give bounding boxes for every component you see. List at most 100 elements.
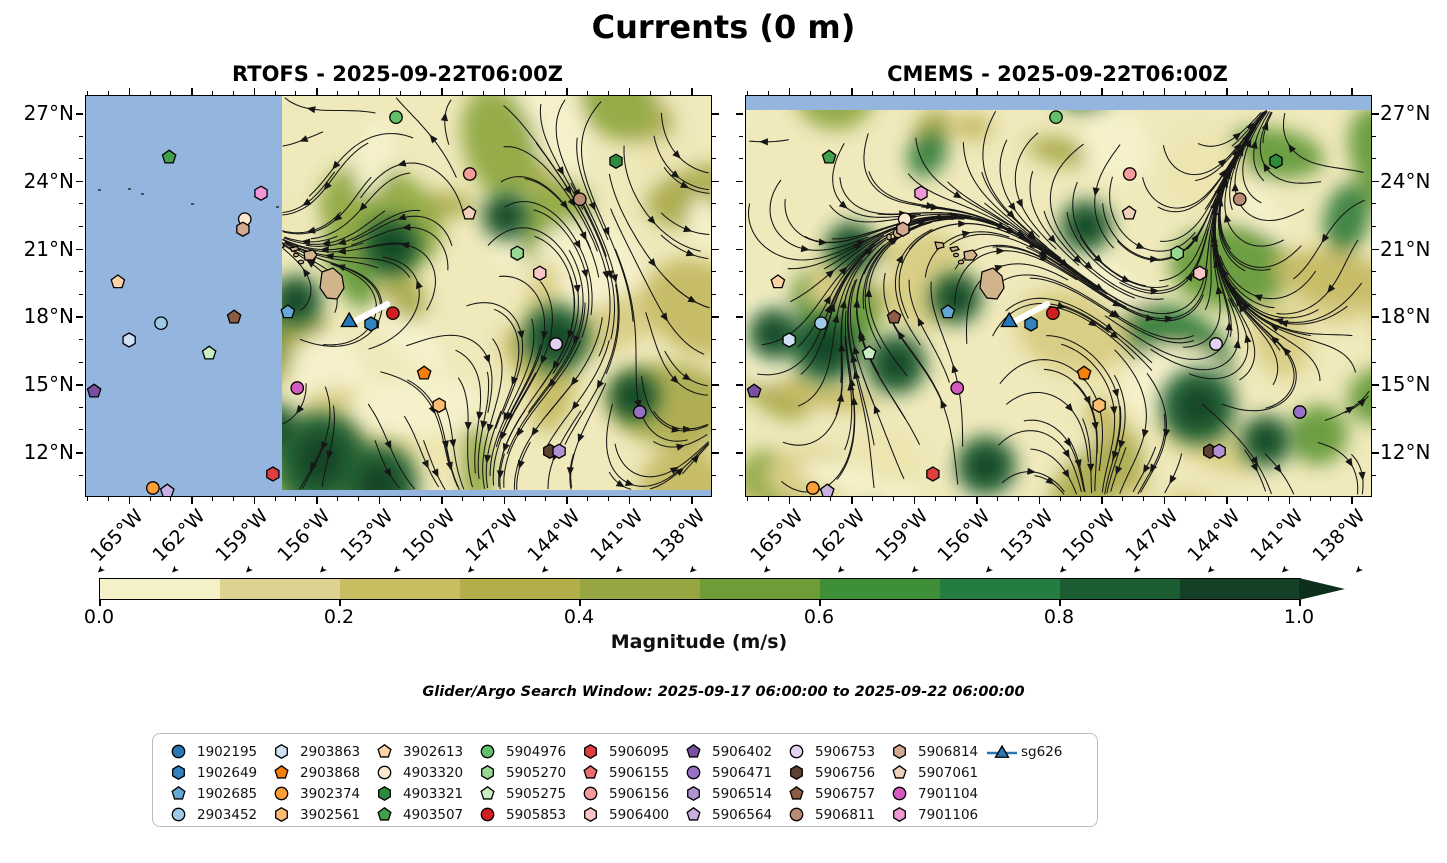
tick-mark	[79, 474, 83, 476]
tick-mark	[747, 497, 749, 501]
float-marker-5906814	[236, 221, 250, 237]
xtick-label: 147°W	[1121, 505, 1183, 567]
legend-label: 2903868	[300, 764, 361, 781]
legend-column: 5906753 5906756 5906757 5906811	[781, 741, 884, 825]
xtick-label: 138°W	[1308, 505, 1370, 567]
tick-mark	[232, 497, 234, 501]
tick-mark	[955, 497, 957, 501]
small-arrow-glyph: ➤	[759, 562, 774, 577]
legend-item-5906155: 5906155	[575, 762, 678, 783]
tick-mark	[1101, 497, 1103, 504]
small-arrow-glyph: ➤	[907, 562, 922, 577]
tick-mark	[1372, 158, 1376, 160]
legend-item-5905275: 5905275	[472, 783, 575, 804]
colorbar-tick	[339, 600, 341, 606]
tick-mark	[913, 497, 916, 504]
tick-mark	[830, 497, 832, 501]
small-arrow-glyph: ➤	[241, 562, 256, 577]
float-marker-5906471	[1292, 405, 1307, 419]
tick-mark	[712, 113, 719, 115]
tick-mark	[712, 293, 716, 295]
colorbar-tick-label: 0.8	[1043, 606, 1075, 628]
float-marker-5905270	[510, 245, 524, 261]
tick-mark	[170, 497, 172, 501]
legend-item-5906564: 5906564	[678, 804, 781, 825]
xtick-label: 141°W	[586, 505, 648, 567]
float-marker-5906753	[549, 337, 563, 351]
tick-mark	[934, 497, 936, 501]
float-marker-7901104	[950, 381, 965, 395]
tick-mark	[739, 203, 743, 205]
tick-mark	[649, 91, 651, 95]
tick-mark	[482, 91, 484, 95]
tick-mark	[337, 91, 339, 95]
legend-item-5906471: 5906471	[678, 762, 781, 783]
small-arrow-glyph: ➤	[611, 562, 626, 577]
float-marker-3902374	[806, 481, 820, 495]
legend-label: 3902374	[300, 785, 361, 802]
colorbar-tick	[99, 600, 101, 606]
tick-mark	[76, 113, 83, 115]
float-marker-1902685	[280, 304, 296, 319]
small-arrow-glyph: ➤	[981, 562, 996, 577]
legend-label: 2903863	[300, 743, 361, 760]
tick-mark	[712, 271, 716, 273]
legend-label: 3902561	[300, 806, 361, 823]
small-arrow-glyph: ➤	[167, 562, 182, 577]
legend-column: 5906095 5906155 5906156 5906400	[575, 741, 678, 825]
float-marker-5906757	[886, 309, 902, 324]
legend-item-5906156: 5906156	[575, 783, 678, 804]
ytick-label-right: 21°N	[1380, 236, 1431, 261]
legend-item-1902685: 1902685	[163, 783, 266, 804]
tick-mark	[482, 497, 484, 501]
legend-column: 3902613 4903320 4903321 4903507	[369, 741, 472, 825]
xtick-label: 156°W	[933, 505, 995, 567]
tick-mark	[1226, 88, 1228, 95]
colorbar-tick-label: 0.6	[803, 606, 835, 628]
legend-item-3902561: 3902561	[266, 804, 369, 825]
colorbar-segment	[220, 579, 340, 599]
tick-mark	[566, 497, 568, 504]
tick-mark	[107, 497, 109, 501]
legend-label: 5906400	[609, 806, 670, 823]
tick-mark	[524, 91, 526, 95]
tick-mark	[739, 226, 743, 228]
panel-title-cmems: CMEMS - 2025-09-22T06:00Z	[887, 62, 1228, 86]
ytick-label-left: 21°N	[23, 236, 74, 261]
tick-mark	[79, 226, 83, 228]
legend-label: 5906156	[609, 785, 670, 802]
tick-mark	[1372, 135, 1376, 137]
tick-mark	[1184, 91, 1186, 95]
float-marker-5905275	[861, 345, 877, 360]
float-marker-2903863	[122, 332, 136, 348]
tick-mark	[739, 271, 743, 273]
float-marker-5906400	[1193, 265, 1207, 281]
tick-mark	[79, 406, 83, 408]
tick-mark	[997, 91, 999, 95]
tick-mark	[87, 91, 89, 95]
tick-mark	[739, 158, 743, 160]
ytick-label-right: 24°N	[1380, 168, 1431, 193]
tick-mark	[739, 429, 743, 431]
legend-label: 5906753	[815, 743, 876, 760]
tick-mark	[1372, 271, 1376, 273]
tick-mark	[79, 293, 83, 295]
tick-mark	[76, 180, 83, 183]
legend-label: 5906756	[815, 764, 876, 781]
tick-mark	[1059, 91, 1061, 95]
tick-mark	[128, 88, 131, 95]
xtick-label: 150°W	[398, 505, 460, 567]
tick-mark	[212, 91, 214, 95]
colorbar-segment	[460, 579, 580, 599]
tick-mark	[76, 316, 83, 319]
ytick-label-left: 27°N	[23, 101, 74, 126]
tick-mark	[712, 203, 716, 205]
float-marker-5906757	[226, 309, 242, 324]
tick-mark	[1080, 91, 1082, 95]
legend-column: 5904976 5905270 5905275 5905853	[472, 741, 575, 825]
legend-label: 5905853	[506, 806, 567, 823]
tick-mark	[1288, 88, 1291, 95]
tick-mark	[462, 497, 464, 501]
colorbar-tick	[1299, 600, 1301, 606]
